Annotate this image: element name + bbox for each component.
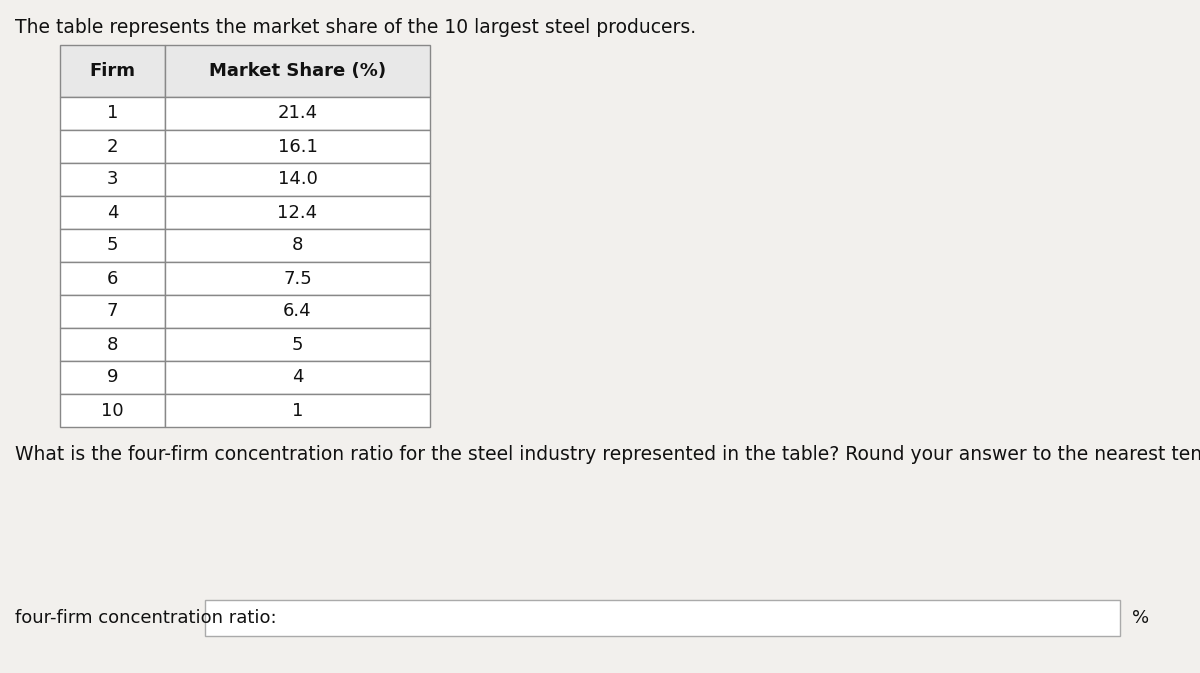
Bar xyxy=(60,163,166,196)
Text: Market Share (%): Market Share (%) xyxy=(209,62,386,80)
Text: 5: 5 xyxy=(292,336,304,353)
Bar xyxy=(166,163,430,196)
Bar xyxy=(60,361,166,394)
Text: 21.4: 21.4 xyxy=(277,104,318,122)
Text: 1: 1 xyxy=(107,104,118,122)
Bar xyxy=(60,97,166,130)
Bar xyxy=(166,196,430,229)
Text: 10: 10 xyxy=(101,402,124,419)
Text: 5: 5 xyxy=(107,236,119,254)
Text: 7: 7 xyxy=(107,302,119,320)
Text: 6.4: 6.4 xyxy=(283,302,312,320)
Text: 2: 2 xyxy=(107,137,119,155)
Bar xyxy=(60,229,166,262)
Text: %: % xyxy=(1132,609,1150,627)
Bar xyxy=(166,229,430,262)
Bar xyxy=(60,196,166,229)
Bar xyxy=(60,130,166,163)
Bar xyxy=(60,262,166,295)
Text: 4: 4 xyxy=(292,369,304,386)
Bar xyxy=(166,45,430,97)
Bar xyxy=(166,394,430,427)
Bar xyxy=(166,130,430,163)
Bar xyxy=(60,295,166,328)
Text: Firm: Firm xyxy=(90,62,136,80)
Bar xyxy=(166,295,430,328)
Bar xyxy=(60,394,166,427)
Bar xyxy=(60,45,166,97)
Text: 14.0: 14.0 xyxy=(277,170,318,188)
Text: 6: 6 xyxy=(107,269,118,287)
Text: 1: 1 xyxy=(292,402,304,419)
Text: 3: 3 xyxy=(107,170,119,188)
Text: four-firm concentration ratio:: four-firm concentration ratio: xyxy=(14,609,277,627)
Bar xyxy=(166,328,430,361)
Text: 9: 9 xyxy=(107,369,119,386)
Bar xyxy=(205,600,1120,636)
Text: 8: 8 xyxy=(292,236,304,254)
Bar xyxy=(166,97,430,130)
Text: What is the four-firm concentration ratio for the steel industry represented in : What is the four-firm concentration rati… xyxy=(14,445,1200,464)
Text: The table represents the market share of the 10 largest steel producers.: The table represents the market share of… xyxy=(14,18,696,37)
Text: 7.5: 7.5 xyxy=(283,269,312,287)
Bar xyxy=(166,262,430,295)
Text: 4: 4 xyxy=(107,203,119,221)
Bar xyxy=(166,361,430,394)
Text: 8: 8 xyxy=(107,336,118,353)
Text: 12.4: 12.4 xyxy=(277,203,318,221)
Text: 16.1: 16.1 xyxy=(277,137,318,155)
Bar xyxy=(60,328,166,361)
